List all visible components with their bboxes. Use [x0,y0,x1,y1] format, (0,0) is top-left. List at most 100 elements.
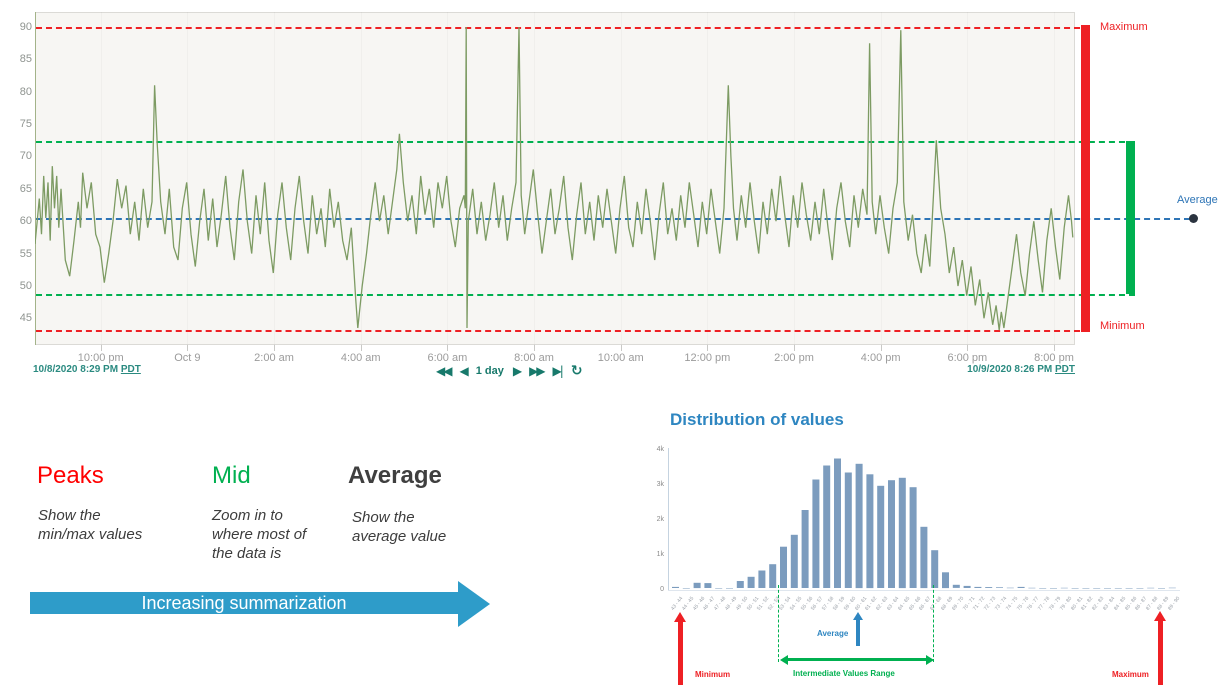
histogram-bar [834,458,841,588]
step-forward-icon: ▶ [512,364,522,378]
gridline [620,12,622,345]
rewind-button[interactable]: ◀◀ [436,364,453,378]
x-axis-tick-label: 8:00 am [514,352,554,364]
histogram-y-tick-label: 3k [656,481,664,488]
maximum-arrow-head-icon [1154,611,1166,621]
x-axis-tick [447,345,449,351]
y-axis-line [35,12,36,345]
x-axis-tick-label: 6:00 pm [947,352,988,364]
end-timezone-link[interactable]: PDT [1055,364,1075,375]
skip-to-end-icon: ▶| [552,364,564,378]
histogram-bar [780,546,787,588]
duration-text: 1 day [475,365,504,377]
duration-label[interactable]: 1 day [476,364,504,378]
histogram-bar [1060,587,1068,589]
trend-line-series[interactable] [35,12,1075,345]
skip-to-end-button[interactable]: ▶| [552,364,564,378]
histogram-bar [1093,588,1101,589]
start-time-text: 10/8/2020 8:29 PM [33,364,119,375]
histogram-bar [1104,588,1111,589]
gridline [274,12,276,345]
histogram-bar [1147,587,1155,589]
distribution-title: Distribution of values [670,410,844,429]
histogram-bar [1006,587,1014,589]
gridline [187,12,189,345]
x-axis-tick-label: 12:00 pm [684,352,731,364]
histogram-bar [747,576,755,588]
playback-controls: ◀◀ ◀ 1 day ▶ ▶▶ ▶| ↻ [436,364,583,378]
average-label: Average [1177,194,1218,206]
gridline [1053,12,1055,345]
intermediate-range-arrow-right-icon [926,655,934,665]
histogram-bar [920,526,928,589]
distribution-maximum-label: Maximum [1112,670,1149,679]
histogram-bar [758,570,766,588]
x-axis-tick [100,345,102,351]
histogram-bar [952,584,960,588]
gridline [360,12,362,345]
intermediate-range-arrow [788,658,926,661]
histogram-bar [996,587,1003,588]
histogram-y-tick-label: 0 [660,586,664,593]
histogram-bar [1028,587,1036,589]
histogram-bar [704,583,712,588]
x-axis-tick [880,345,882,351]
histogram-bar [715,588,723,589]
gridline [967,12,969,345]
histogram-bar [1125,588,1133,589]
y-axis-tick-label: 45 [19,312,32,325]
histogram-bar [974,586,982,588]
average-reference-line [36,218,1190,220]
histogram-bars [672,458,1176,589]
histogram-bar [693,582,701,589]
minimum-arrow-stem [678,621,683,685]
intermediate-range-arrow-left-icon [780,655,788,665]
y-axis-tick-label: 50 [19,279,32,292]
mid-heading: Mid [212,462,251,489]
histogram-bar [1039,588,1047,589]
intermediate-low-reference-line [36,294,1135,296]
average-description: Show the average value [352,509,447,545]
intermediate-range-bar [1126,141,1135,294]
step-forward-button[interactable]: ▶ [512,364,522,378]
histogram-bar [888,480,895,588]
histogram-bar [909,487,917,588]
summarization-arrow: Increasing summarization [30,592,458,614]
x-axis-tick-label: 10:00 pm [77,352,124,364]
start-timezone-link[interactable]: PDT [120,364,141,375]
histogram-bar [1017,586,1025,588]
x-axis-tick [794,345,795,351]
x-axis-tick-label: 6:00 am [427,352,468,364]
y-axis-tick-label: 90 [19,21,32,33]
histogram-bar [855,463,863,589]
refresh-button[interactable]: ↻ [571,364,583,378]
end-timestamp: 10/9/2020 8:26 PM PDT [935,364,1075,375]
histogram-bar [726,588,733,589]
peaks-description: Show the min/max values [38,507,143,543]
x-axis-tick [620,345,622,351]
histogram-bar [1071,588,1079,589]
step-back-button[interactable]: ◀ [459,364,468,378]
histogram-bar [942,572,949,589]
refresh-icon: ↻ [570,363,583,379]
rewind-icon: ◀◀ [436,364,453,378]
average-arrow-head-icon [853,612,863,620]
histogram-bar [1114,588,1122,589]
histogram-y-tick-label: 1k [656,551,664,558]
gridline [707,12,709,345]
start-timestamp: 10/8/2020 8:29 PM PDT [33,364,141,375]
x-axis-tick-label: 2:00 pm [774,352,814,364]
histogram-bar [812,479,820,588]
y-axis-tick-label: 60 [19,215,32,228]
fast-forward-button[interactable]: ▶▶ [529,364,546,378]
fast-forward-icon: ▶▶ [529,364,546,378]
y-axis-tick-label: 80 [19,85,32,98]
maximum-label: Maximum [1100,21,1148,33]
summarization-arrow-label: Increasing summarization [141,592,347,613]
step-back-icon: ◀ [459,364,468,378]
average-heading: Average [348,462,442,489]
x-axis-tick [360,345,362,351]
histogram-bar [1082,588,1090,589]
minimum-reference-line [36,330,1090,332]
